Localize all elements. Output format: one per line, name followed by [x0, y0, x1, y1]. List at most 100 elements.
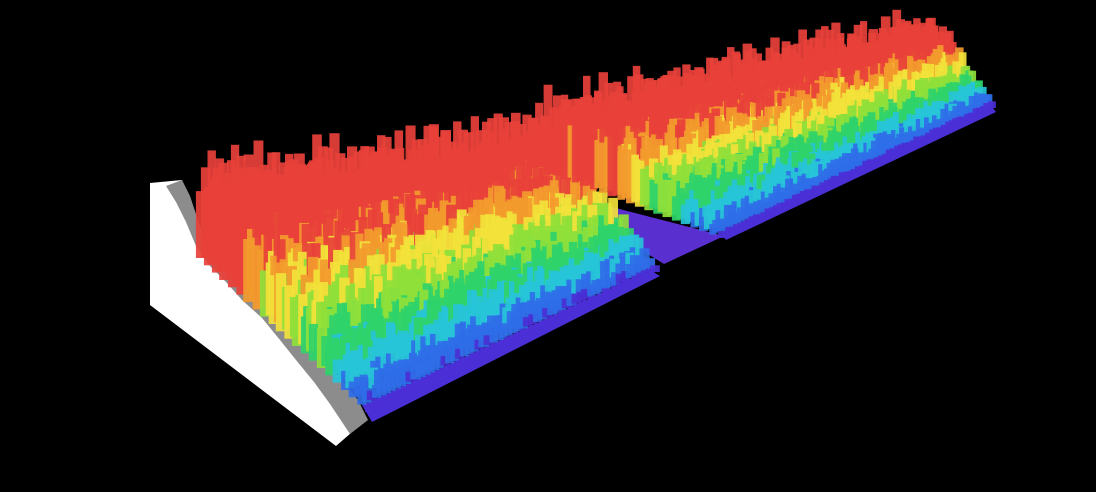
- terrain-bar: [504, 325, 513, 336]
- terrain-bar: [505, 336, 516, 344]
- terrain-bar: [203, 186, 213, 266]
- terrain-bar: [353, 376, 364, 396]
- terrain-bar: [357, 389, 367, 405]
- terrain-bar: [636, 272, 645, 280]
- terrain-bar: [904, 121, 912, 141]
- terrain-bar: [689, 199, 699, 221]
- terrain-bar: [609, 258, 621, 280]
- terrain-bar: [579, 260, 590, 287]
- terrain-bar: [587, 284, 596, 297]
- terrain-bar: [748, 203, 758, 217]
- terrain-bar: [451, 364, 463, 370]
- terrain-bar: [753, 201, 761, 215]
- terrain-bar: [608, 197, 618, 250]
- terrain-bar: [594, 139, 604, 189]
- terrain-bar: [597, 293, 607, 299]
- terrain-bar: [593, 235, 604, 270]
- terrain-bar: [547, 300, 558, 316]
- terrain-bar: [422, 345, 433, 364]
- terrain-bar: [430, 302, 442, 334]
- base-strip-left: [362, 270, 660, 422]
- terrain-bar: [413, 382, 424, 389]
- terrain-bar: [553, 314, 564, 320]
- terrain-bar: [467, 324, 477, 345]
- terrain-bar: [418, 317, 428, 348]
- terrain-bar: [621, 271, 630, 281]
- terrain-bar: [702, 187, 711, 216]
- terrain-bar: [913, 136, 922, 144]
- terrain-bar: [403, 359, 413, 373]
- terrain-bar: [268, 275, 277, 324]
- terrain-bar: [439, 322, 451, 348]
- terrain-bar: [741, 173, 749, 200]
- terrain-bar: [792, 183, 802, 196]
- terrain-bar: [428, 346, 438, 362]
- terrain-bar: [356, 360, 365, 384]
- terrain-bar: [430, 359, 440, 371]
- terrain-bar: [896, 133, 906, 148]
- terrain-bar: [745, 183, 753, 205]
- terrain-bar: [243, 239, 254, 302]
- terrain-bar: [644, 177, 654, 211]
- terrain-bar: [496, 315, 507, 331]
- terrain-bar: [626, 149, 635, 204]
- terrain-bar: [657, 179, 668, 213]
- terrain-block-right: [543, 9, 996, 238]
- terrain-bar: [550, 273, 560, 300]
- terrain-bar: [662, 179, 672, 218]
- terrain-bar: [985, 94, 993, 108]
- terrain-bar: [350, 361, 362, 386]
- terrain-bar: [571, 293, 582, 304]
- terrain-bar: [582, 300, 593, 306]
- terrain-bar: [425, 358, 435, 373]
- terrain-bar: [423, 377, 433, 384]
- terrain-bar: [442, 366, 452, 375]
- terrain-bar: [490, 305, 500, 326]
- terrain-bar: [275, 273, 286, 332]
- terrain-bar: [725, 226, 735, 235]
- terrain-bar: [555, 272, 565, 298]
- terrain-bar: [399, 390, 409, 396]
- terrain-bar: [835, 146, 846, 166]
- terrain-bar: [418, 379, 428, 386]
- terrain-bar: [566, 279, 575, 300]
- terrain-bar: [366, 390, 377, 400]
- terrain-bar: [386, 380, 396, 391]
- terrain-bar: [631, 275, 641, 282]
- terrain-bar: [758, 152, 768, 187]
- terrain-bar: [535, 298, 547, 313]
- terrain-bar: [626, 278, 636, 284]
- terrain-bar: [394, 392, 403, 398]
- terrain-bar: [612, 137, 622, 195]
- terrain-bar: [715, 210, 725, 224]
- terrain-bar: [764, 208, 774, 216]
- terrain-bar: [511, 304, 522, 324]
- terrain-bar: [464, 341, 474, 355]
- terrain-bar: [367, 346, 378, 369]
- terrain-bar: [385, 353, 396, 371]
- terrain-bar: [350, 301, 359, 346]
- terrain-bar: [703, 210, 712, 230]
- terrain-bar: [615, 273, 626, 283]
- terrain-bar: [535, 323, 544, 329]
- terrain-bar: [406, 340, 415, 363]
- terrain-bar: [369, 402, 380, 410]
- terrain-bar: [830, 175, 841, 184]
- terrain-bar: [560, 286, 571, 302]
- terrain-bar: [325, 343, 334, 376]
- terrain-bar: [739, 189, 750, 207]
- terrain-bar: [586, 271, 595, 291]
- terrain-bar: [850, 148, 859, 165]
- terrain-bar: [228, 194, 237, 288]
- terrain-bar: [621, 279, 631, 287]
- terrain-bar: [457, 335, 468, 349]
- terrain-bar: [888, 138, 898, 152]
- terrain-bar: [389, 395, 400, 401]
- terrain-bar: [308, 323, 318, 361]
- terrain-bar: [600, 265, 611, 285]
- terrain-bar: [453, 304, 464, 333]
- terrain-bar: [854, 166, 864, 173]
- terrain-bar: [641, 270, 650, 277]
- terrain-bar: [589, 121, 598, 190]
- terrain-bar: [541, 291, 551, 311]
